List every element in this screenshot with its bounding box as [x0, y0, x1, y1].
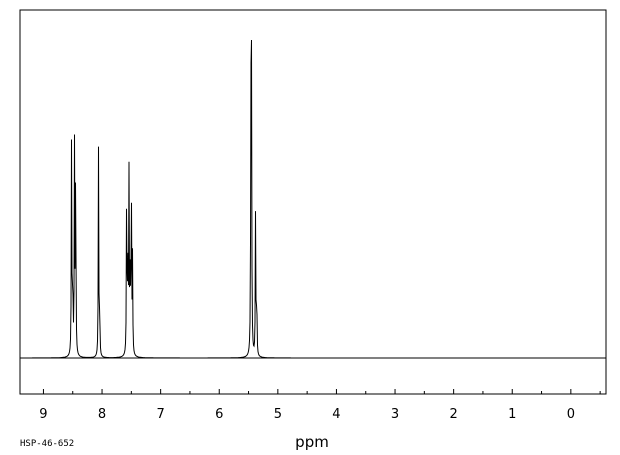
x-tick-label: 2: [449, 407, 457, 422]
x-tick-label: 3: [391, 407, 399, 422]
x-tick-label: 7: [156, 407, 164, 422]
x-tick-label: 9: [39, 407, 47, 422]
x-tick-label: 0: [567, 407, 575, 422]
x-tick-label: 1: [508, 407, 516, 422]
x-tick-label: 5: [274, 407, 282, 422]
x-tick-label: 4: [332, 407, 340, 422]
spectrum-trace: [20, 39, 606, 359]
x-tick-label: 6: [215, 407, 223, 422]
spectrum-id-label: HSP-46-652: [20, 439, 74, 449]
x-axis-ticks: [42, 389, 601, 394]
x-axis-tick-labels: 9 8 7 6 5 4 3 2 1 0: [39, 407, 575, 422]
x-axis-title: ppm: [295, 433, 329, 451]
x-tick-label: 8: [98, 407, 106, 422]
plot-frame: [19, 9, 607, 395]
